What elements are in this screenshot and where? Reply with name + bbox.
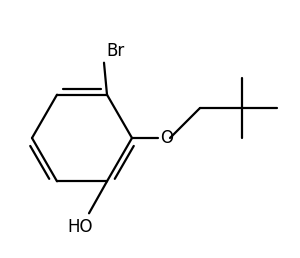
- Text: HO: HO: [67, 218, 92, 236]
- Text: O: O: [160, 129, 173, 147]
- Text: Br: Br: [106, 42, 124, 60]
